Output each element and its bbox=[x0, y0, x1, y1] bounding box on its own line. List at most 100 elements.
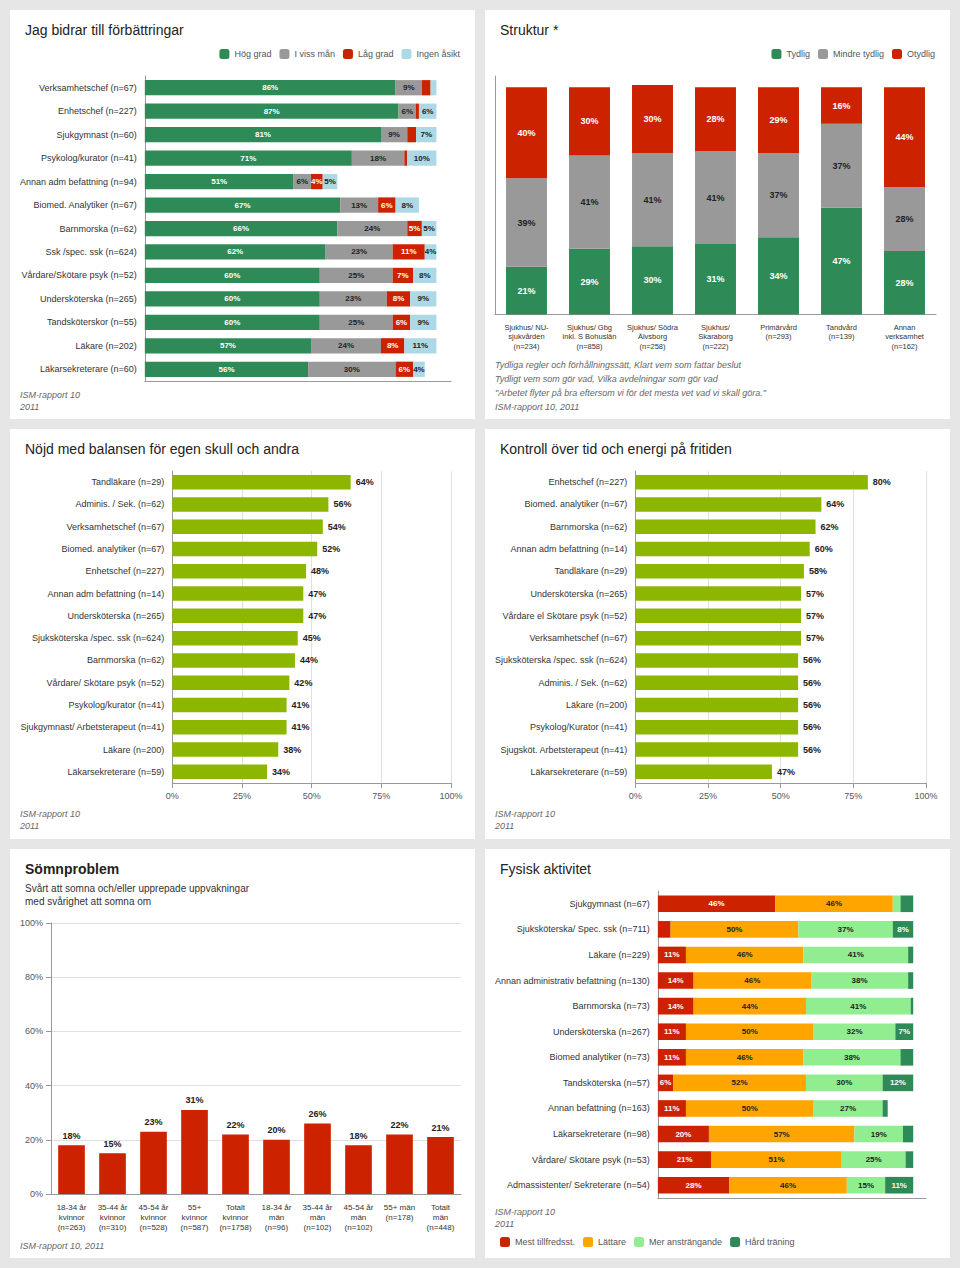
svg-text:19%: 19% bbox=[871, 1129, 887, 1138]
svg-text:37%: 37% bbox=[769, 190, 787, 200]
svg-text:57%: 57% bbox=[774, 1129, 790, 1138]
svg-text:15%: 15% bbox=[104, 1139, 122, 1149]
svg-text:23%: 23% bbox=[345, 294, 361, 303]
svg-text:(n=310): (n=310) bbox=[99, 1222, 127, 1231]
svg-text:9%: 9% bbox=[403, 83, 415, 92]
svg-text:31%: 31% bbox=[706, 274, 724, 284]
svg-text:57%: 57% bbox=[806, 589, 824, 599]
svg-text:Undersköterska (n=265): Undersköterska (n=265) bbox=[530, 589, 627, 599]
svg-text:11%: 11% bbox=[401, 247, 417, 256]
svg-text:Adminis. / Sek. (n=62): Adminis. / Sek. (n=62) bbox=[76, 500, 165, 510]
svg-text:Verksamhetschef (n=67): Verksamhetschef (n=67) bbox=[39, 83, 137, 93]
svg-text:(n=139): (n=139) bbox=[828, 332, 855, 341]
svg-text:38%: 38% bbox=[852, 976, 868, 985]
svg-text:Tandsköterskor (n=55): Tandsköterskor (n=55) bbox=[47, 317, 137, 327]
svg-text:22%: 22% bbox=[227, 1120, 245, 1130]
svg-text:män: män bbox=[310, 1212, 326, 1221]
svg-text:48%: 48% bbox=[311, 567, 329, 577]
svg-text:7%: 7% bbox=[397, 271, 409, 280]
svg-text:Ssk /spec. ssk (n=624): Ssk /spec. ssk (n=624) bbox=[46, 247, 137, 257]
svg-text:Sjukhus/ NU-: Sjukhus/ NU- bbox=[504, 323, 549, 332]
svg-text:35-44 år: 35-44 år bbox=[303, 1202, 333, 1211]
svg-text:Enhetschef (n=227): Enhetschef (n=227) bbox=[58, 106, 137, 116]
svg-text:42%: 42% bbox=[294, 678, 312, 688]
svg-text:(n=162): (n=162) bbox=[891, 342, 918, 351]
svg-text:56%: 56% bbox=[803, 723, 821, 733]
svg-text:(n=178): (n=178) bbox=[386, 1212, 414, 1221]
svg-text:(n=528): (n=528) bbox=[140, 1222, 168, 1231]
svg-text:21%: 21% bbox=[431, 1122, 449, 1132]
svg-text:25%: 25% bbox=[233, 791, 251, 801]
svg-text:21%: 21% bbox=[517, 286, 535, 296]
svg-text:Lättare: Lättare bbox=[598, 1237, 626, 1247]
svg-text:Undersköterska (n=265): Undersköterska (n=265) bbox=[68, 611, 165, 621]
svg-text:35-44 år: 35-44 år bbox=[98, 1202, 128, 1211]
svg-text:Läkarsekreterare (n=98): Läkarsekreterare (n=98) bbox=[553, 1129, 650, 1139]
svg-text:46%: 46% bbox=[737, 950, 753, 959]
svg-text:Sjukgymnast (n=60): Sjukgymnast (n=60) bbox=[57, 130, 137, 140]
svg-text:Undersköterska (n=265): Undersköterska (n=265) bbox=[40, 294, 137, 304]
svg-text:46%: 46% bbox=[709, 899, 725, 908]
svg-text:5%: 5% bbox=[409, 224, 421, 233]
svg-text:Totalt: Totalt bbox=[431, 1202, 451, 1211]
svg-text:30%: 30% bbox=[580, 116, 598, 126]
svg-text:67%: 67% bbox=[235, 201, 251, 210]
svg-text:9%: 9% bbox=[418, 294, 430, 303]
svg-text:Vårdare el Skötare psyk (n=52): Vårdare el Skötare psyk (n=52) bbox=[502, 611, 627, 621]
svg-text:14%: 14% bbox=[668, 1001, 684, 1010]
svg-text:(n=263): (n=263) bbox=[58, 1222, 86, 1231]
svg-text:81%: 81% bbox=[255, 130, 271, 139]
svg-text:(n=258): (n=258) bbox=[639, 342, 666, 351]
svg-text:57%: 57% bbox=[806, 611, 824, 621]
svg-text:11%: 11% bbox=[413, 341, 429, 350]
svg-text:Annan adm befattning (n=14): Annan adm befattning (n=14) bbox=[510, 544, 627, 554]
svg-text:41%: 41% bbox=[292, 723, 310, 733]
svg-text:"Arbetet flyter på bra efterso: "Arbetet flyter på bra eftersom vi för d… bbox=[495, 388, 767, 398]
svg-text:Biomed. analytiker (n=67): Biomed. analytiker (n=67) bbox=[524, 500, 627, 510]
svg-text:Psykolog/kurator (n=41): Psykolog/kurator (n=41) bbox=[69, 700, 165, 710]
svg-text:56%: 56% bbox=[803, 700, 821, 710]
svg-text:(n=234): (n=234) bbox=[513, 342, 540, 351]
svg-text:30%: 30% bbox=[643, 114, 661, 124]
svg-text:Hård träning: Hård träning bbox=[745, 1237, 795, 1247]
svg-text:45%: 45% bbox=[303, 633, 321, 643]
svg-text:(n=858): (n=858) bbox=[576, 342, 603, 351]
svg-text:100%: 100% bbox=[20, 918, 43, 928]
svg-text:46%: 46% bbox=[744, 976, 760, 985]
svg-text:män: män bbox=[351, 1212, 367, 1221]
svg-text:Barnmorska (n=62): Barnmorska (n=62) bbox=[550, 522, 627, 532]
svg-text:8%: 8% bbox=[393, 294, 405, 303]
svg-text:kvinnor: kvinnor bbox=[141, 1212, 167, 1221]
svg-text:31%: 31% bbox=[186, 1095, 204, 1105]
svg-text:25%: 25% bbox=[348, 271, 364, 280]
svg-text:ISM-rapport 10: ISM-rapport 10 bbox=[495, 1207, 555, 1217]
svg-text:Tandläkare (n=29): Tandläkare (n=29) bbox=[92, 477, 165, 487]
svg-text:Verksamhetschef (n=67): Verksamhetschef (n=67) bbox=[67, 522, 165, 532]
svg-text:40%: 40% bbox=[25, 1080, 43, 1090]
svg-text:28%: 28% bbox=[706, 114, 724, 124]
svg-text:6%: 6% bbox=[660, 1078, 672, 1087]
svg-text:Annan: Annan bbox=[894, 323, 916, 332]
svg-text:Biomed. analytiker (n=67): Biomed. analytiker (n=67) bbox=[62, 544, 165, 554]
svg-text:30%: 30% bbox=[836, 1078, 852, 1087]
svg-text:ISM-rapport 10: ISM-rapport 10 bbox=[20, 390, 80, 400]
svg-text:16%: 16% bbox=[832, 101, 850, 111]
svg-text:Annan adm befattning (n=94): Annan adm befattning (n=94) bbox=[20, 177, 137, 187]
svg-text:28%: 28% bbox=[686, 1180, 702, 1189]
svg-text:4%: 4% bbox=[311, 177, 323, 186]
svg-text:47%: 47% bbox=[308, 611, 326, 621]
svg-text:4%: 4% bbox=[413, 365, 425, 374]
svg-text:Biomed analytiker (n=73): Biomed analytiker (n=73) bbox=[550, 1052, 650, 1062]
svg-text:5%: 5% bbox=[324, 177, 336, 186]
svg-text:34%: 34% bbox=[769, 271, 787, 281]
svg-text:2011: 2011 bbox=[494, 821, 514, 831]
svg-text:Mest tillfredsst.: Mest tillfredsst. bbox=[515, 1237, 575, 1247]
svg-text:Låg grad: Låg grad bbox=[358, 49, 394, 59]
svg-text:(n=1758): (n=1758) bbox=[219, 1222, 252, 1231]
svg-text:Läkarsekreterare (n=60): Läkarsekreterare (n=60) bbox=[40, 364, 137, 374]
svg-text:50%: 50% bbox=[726, 925, 742, 934]
svg-text:29%: 29% bbox=[769, 115, 787, 125]
svg-text:Läkare (n=229): Läkare (n=229) bbox=[589, 950, 650, 960]
svg-text:50%: 50% bbox=[742, 1027, 758, 1036]
svg-text:Verksamhetschef (n=67): Verksamhetschef (n=67) bbox=[529, 633, 627, 643]
